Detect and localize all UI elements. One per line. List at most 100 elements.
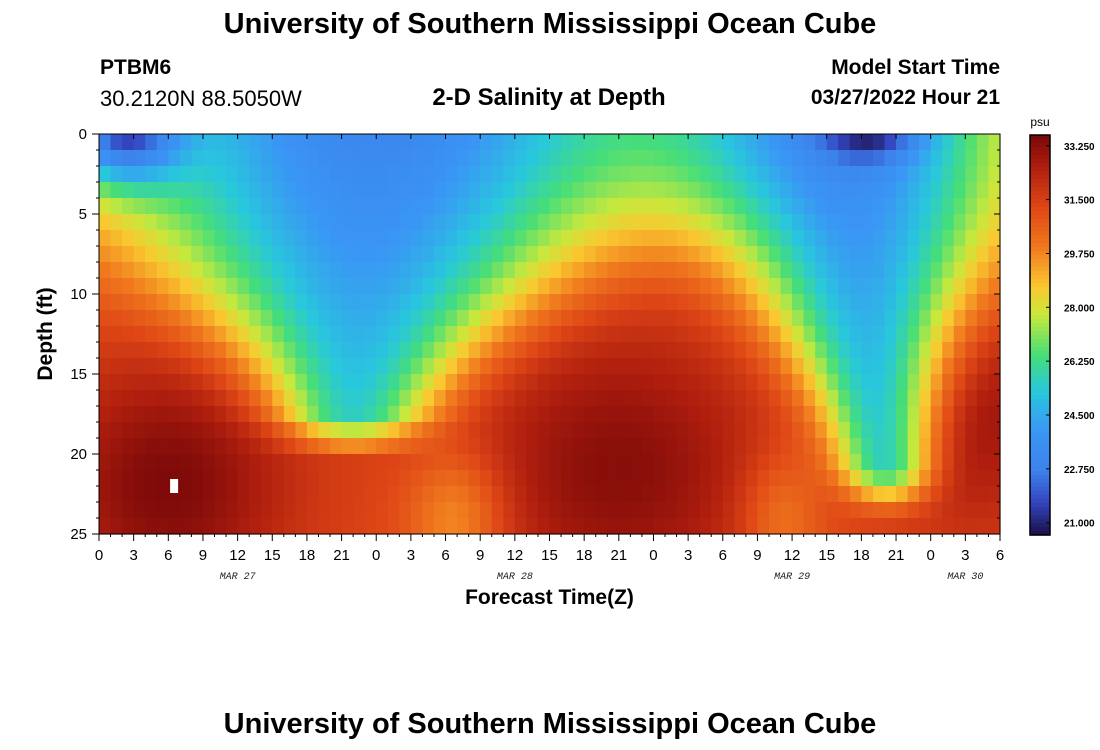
heatmap-cell xyxy=(145,134,158,151)
heatmap-cell xyxy=(387,358,400,375)
heatmap-cell xyxy=(330,134,343,151)
heatmap-cell xyxy=(214,518,227,535)
heatmap-cell xyxy=(179,246,193,263)
heatmap-cell xyxy=(491,326,504,343)
heatmap-cell xyxy=(561,326,574,343)
heatmap-cell xyxy=(872,278,886,295)
heatmap-cell xyxy=(745,518,759,535)
heatmap-cell xyxy=(491,278,504,295)
colorbar-segment xyxy=(1030,435,1050,440)
heatmap-cell xyxy=(734,230,747,247)
colorbar-segment xyxy=(1030,187,1050,192)
heatmap-cell xyxy=(376,486,389,503)
heatmap-cell xyxy=(826,358,839,375)
heatmap-cell xyxy=(249,278,262,295)
heatmap-cell xyxy=(457,278,470,295)
heatmap-cell xyxy=(353,342,366,359)
heatmap-cell xyxy=(214,390,227,407)
heatmap-cell xyxy=(561,470,574,487)
heatmap-cell xyxy=(306,342,320,359)
heatmap-cell xyxy=(433,422,447,439)
heatmap-cell xyxy=(630,134,643,151)
heatmap-cell xyxy=(272,166,285,183)
heatmap-cell xyxy=(930,182,943,199)
footer-title: University of Southern Mississippi Ocean… xyxy=(223,708,877,740)
heatmap-cell xyxy=(422,150,435,167)
heatmap-cell xyxy=(514,310,527,327)
heatmap-cell xyxy=(514,246,527,263)
heatmap-cell xyxy=(376,374,389,391)
heatmap-cell xyxy=(399,406,412,423)
heatmap-cell xyxy=(722,278,735,295)
heatmap-cell xyxy=(491,374,504,391)
heatmap-cell xyxy=(896,150,909,167)
heatmap-cell xyxy=(156,406,169,423)
heatmap-cell xyxy=(734,422,747,439)
heatmap-cell xyxy=(145,214,158,231)
heatmap-cell xyxy=(688,150,701,167)
heatmap-cell xyxy=(572,326,585,343)
heatmap-cell xyxy=(133,150,146,167)
heatmap-cell xyxy=(919,134,932,151)
salinity-heatmap-chart: 0 3 6 9 12 15 18 21 0 3 6 9 12 15 18 21 0 3 6 9 12 15 18 21 0 3 6M… xyxy=(34,115,1095,609)
heatmap-cell xyxy=(514,230,527,247)
heatmap-cell xyxy=(283,134,296,151)
colorbar-segment xyxy=(1030,295,1050,300)
heatmap-cell xyxy=(295,470,308,487)
heatmap-cell xyxy=(665,230,678,247)
heatmap-cell xyxy=(595,246,608,263)
heatmap-cell xyxy=(214,150,227,167)
heatmap-cell xyxy=(168,134,181,151)
heatmap-cell xyxy=(179,134,193,151)
heatmap-cell xyxy=(364,262,377,279)
heatmap-cell xyxy=(318,486,331,503)
heatmap-cell xyxy=(122,390,135,407)
heatmap-cell xyxy=(861,486,874,503)
heatmap-cell xyxy=(665,390,678,407)
heatmap-cell xyxy=(780,326,793,343)
heatmap-cell xyxy=(965,518,978,535)
colorbar-tick-label: 29.750 xyxy=(1064,249,1095,260)
heatmap-cell xyxy=(480,262,493,279)
heatmap-cell xyxy=(907,486,920,503)
heatmap-cell xyxy=(330,358,343,375)
heatmap-cell xyxy=(445,502,458,519)
colorbar-segment xyxy=(1030,375,1050,380)
heatmap-cell xyxy=(330,230,343,247)
heatmap-cell xyxy=(168,230,181,247)
heatmap-cell xyxy=(561,246,574,263)
heatmap-cell xyxy=(988,390,1001,407)
heatmap-cell xyxy=(988,438,1001,455)
colorbar-segment xyxy=(1030,167,1050,172)
colorbar-segment xyxy=(1030,267,1050,272)
heatmap-cell xyxy=(399,278,412,295)
heatmap-cell xyxy=(907,470,920,487)
colorbar-tick-label: 31.500 xyxy=(1064,196,1095,207)
heatmap-cell xyxy=(907,502,920,519)
heatmap-cell xyxy=(283,150,296,167)
heatmap-cell xyxy=(226,246,239,263)
heatmap-cell xyxy=(745,150,759,167)
heatmap-cell xyxy=(526,214,539,231)
heatmap-cell xyxy=(757,166,770,183)
heatmap-cell xyxy=(457,390,470,407)
heatmap-cell xyxy=(872,326,886,343)
heatmap-cell xyxy=(676,198,689,215)
heatmap-cell xyxy=(387,214,400,231)
heatmap-cell xyxy=(965,422,978,439)
heatmap-cell xyxy=(330,342,343,359)
heatmap-cell xyxy=(179,470,193,487)
heatmap-cell xyxy=(607,150,620,167)
heatmap-cell xyxy=(191,486,204,503)
heatmap-cell xyxy=(422,454,435,471)
heatmap-cell xyxy=(468,374,481,391)
heatmap-cell xyxy=(849,134,862,151)
heatmap-cell xyxy=(595,182,608,199)
heatmap-cell xyxy=(457,406,470,423)
heatmap-cell xyxy=(341,390,354,407)
heatmap-cell xyxy=(376,166,389,183)
heatmap-cell xyxy=(260,150,273,167)
heatmap-cell xyxy=(584,390,597,407)
heatmap-cell xyxy=(838,326,851,343)
heatmap-cell xyxy=(410,310,424,327)
